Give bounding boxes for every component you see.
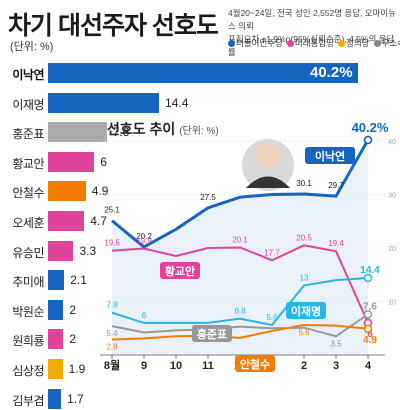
line-chart: 403020108월9101112123425.120.227.530.129.… (0, 0, 400, 400)
x-tick-label: 10 (170, 360, 182, 372)
data-label: 19.5 (104, 239, 120, 248)
data-label: 20.5 (296, 233, 312, 242)
data-label: 2.9 (106, 342, 118, 351)
data-label: 3.5 (330, 339, 342, 348)
data-label: 20.1 (232, 235, 248, 244)
series-point (365, 136, 372, 143)
data-label: 6 (142, 311, 147, 320)
callout-label: 이낙연 (315, 149, 345, 163)
data-label: 27.5 (200, 193, 216, 202)
data-label: 19.9 (136, 237, 152, 246)
series-point (365, 325, 372, 332)
data-label: 5.6 (298, 328, 310, 337)
data-label: 6.8 (234, 307, 246, 316)
x-tick-label: 2 (301, 360, 307, 372)
callout-label: 이재명 (291, 304, 321, 318)
data-label: 14.4 (360, 265, 380, 276)
x-tick-label: 4 (365, 360, 372, 372)
x-tick-label: 3 (333, 360, 339, 372)
data-label: 17.7 (264, 248, 280, 257)
x-tick-label: 9 (141, 360, 147, 372)
data-label: 7.6 (363, 301, 377, 312)
data-label: 5.6 (266, 313, 278, 322)
callout-label: 안철수 (240, 357, 270, 371)
x-tick-label: 8월 (104, 358, 120, 372)
data-label: 29.7 (328, 181, 344, 190)
data-label: 7.9 (106, 301, 118, 310)
line-chart-title-text: 선호도 추이 (107, 121, 175, 137)
x-tick-label: 11 (202, 360, 214, 372)
callout-label: 황교안 (165, 264, 195, 278)
y-tick-label: 30 (388, 193, 396, 200)
portrait-face (256, 143, 280, 167)
y-tick-label: 40 (388, 139, 396, 146)
data-label: 13 (300, 273, 309, 282)
line-chart-unit: (단위: %) (179, 126, 219, 137)
data-label: 40.2% (352, 120, 389, 135)
data-label: 19.4 (328, 239, 344, 248)
callout-label: 홍준표 (197, 327, 227, 341)
data-label: 25.1 (104, 206, 120, 215)
data-label: 30.1 (296, 179, 312, 188)
y-tick-label: 10 (388, 300, 396, 307)
data-label: 5.4 (106, 329, 118, 338)
y-tick-label: 20 (388, 246, 396, 253)
line-chart-title: 선호도 추이 (단위: %) (107, 119, 219, 139)
data-label: 4.9 (363, 335, 377, 346)
